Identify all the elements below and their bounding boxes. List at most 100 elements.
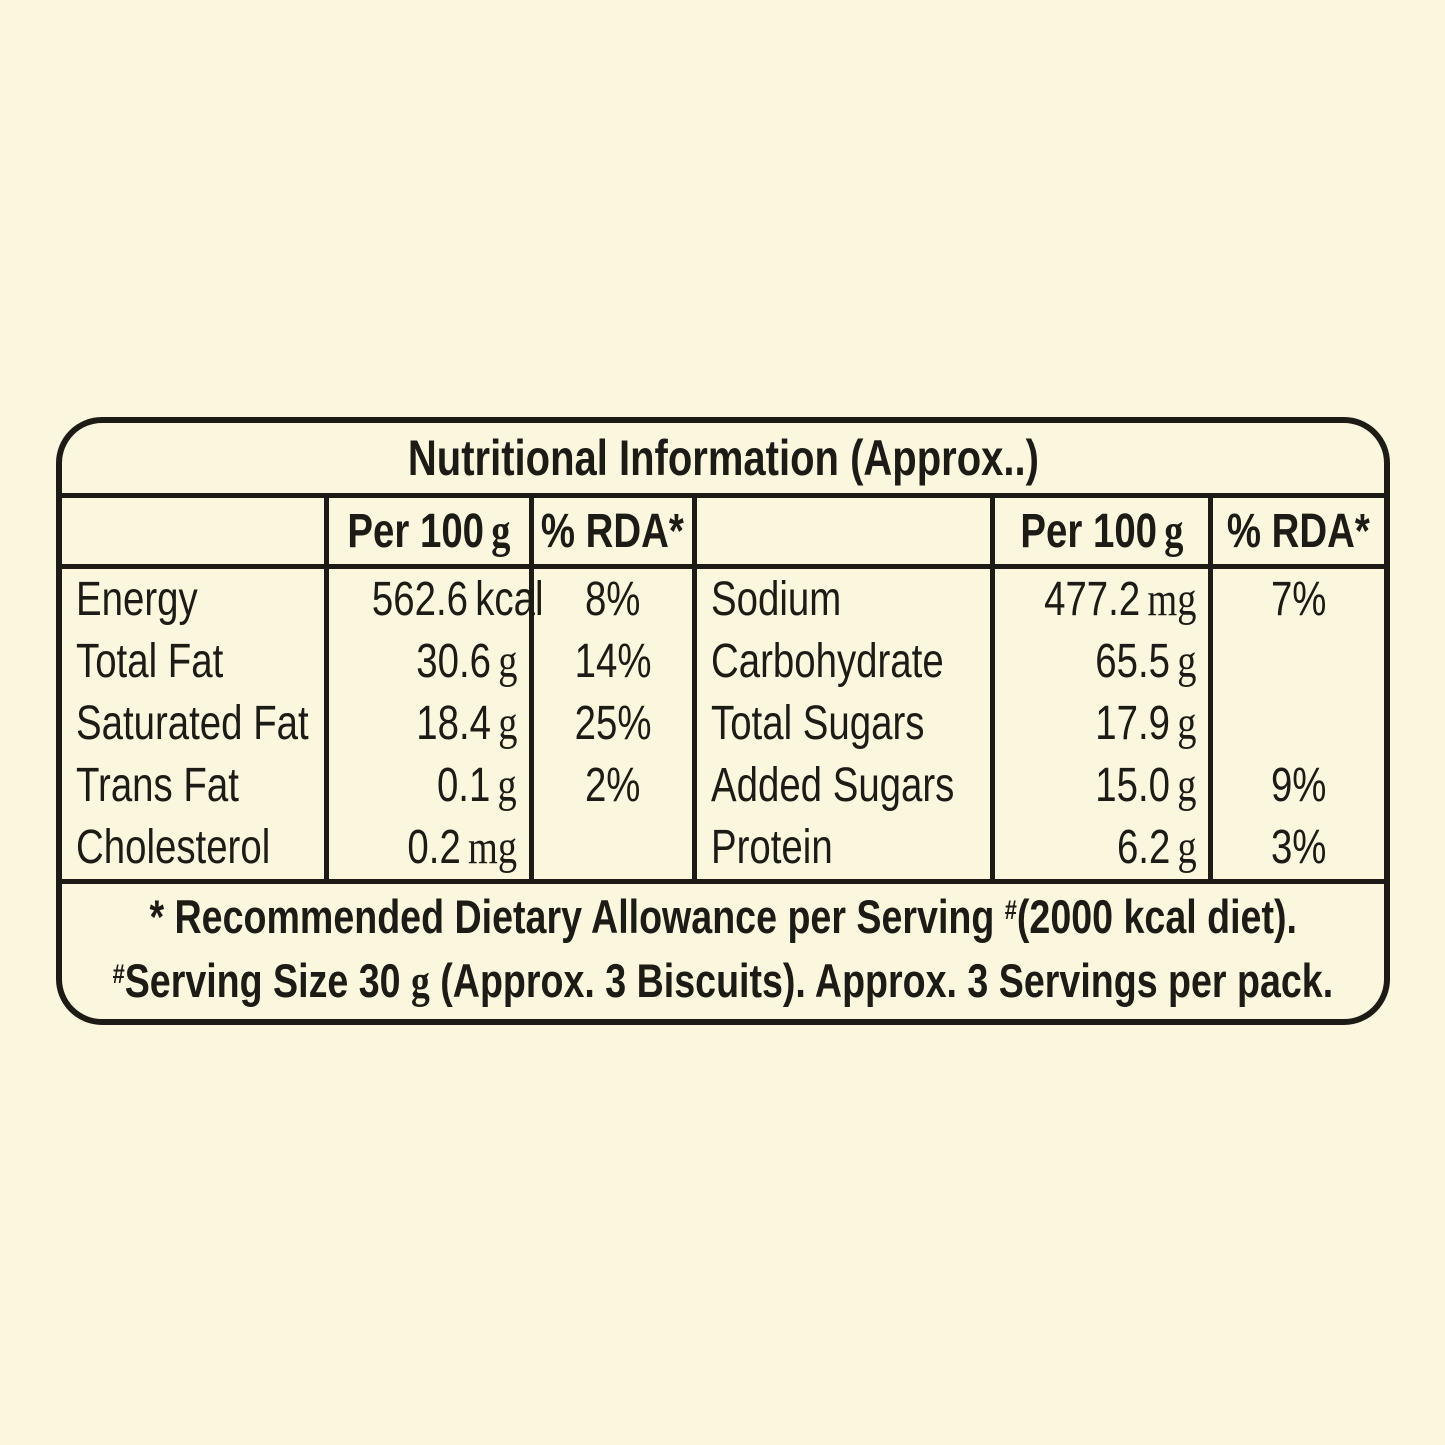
label-title-row: Nutritional Information (Approx..) [62, 423, 1384, 498]
value-number: 0.1 [437, 759, 491, 812]
nutrient-label: Sodium [710, 573, 841, 626]
nutrient-row: 7% [1213, 569, 1384, 631]
nutrient-row: 18.4 g [329, 693, 529, 755]
hash-superscript: # [1004, 893, 1017, 925]
nutrient-label: Carbohydrate [710, 635, 944, 688]
value-unit: mg [467, 821, 517, 874]
nutrient-rda: 8% [584, 573, 641, 626]
nutrient-label: Total Sugars [710, 697, 924, 750]
nutrient-value: 65.5 g [1095, 631, 1196, 693]
rda-header-right: % RDA* [1227, 504, 1371, 558]
nutrient-row: 0.2 mg [329, 817, 529, 879]
value-unit: g [497, 697, 517, 750]
nutrient-row: Sodium [697, 569, 991, 631]
per100-unit: g [1164, 504, 1184, 558]
header-cell-rda-right: % RDA* [1213, 498, 1384, 564]
value-unit: g [1177, 635, 1197, 688]
nutrient-row: 0.1 g [329, 755, 529, 817]
footnote-text: (Approx. 3 Biscuits). Approx. 3 Servings… [429, 953, 1334, 1007]
value-unit: kcal [475, 573, 544, 626]
nutrient-label: Energy [76, 573, 198, 626]
value-unit: g [497, 759, 517, 812]
value-unit: g [1177, 821, 1197, 874]
nutrition-facts-label: Nutritional Information (Approx..) Per 1… [56, 417, 1390, 1025]
value-unit: g [497, 635, 517, 688]
value-number: 18.4 [415, 697, 491, 750]
nutrient-value: 15.0 g [1095, 755, 1196, 817]
value-number: 65.5 [1095, 635, 1171, 688]
per100-header-left: Per 100 g [347, 504, 510, 559]
nutrient-label: Saturated Fat [76, 697, 309, 750]
footnote-text: * Recommended Dietary Allowance per Serv… [149, 889, 1005, 943]
nutrient-row: Cholesterol [62, 817, 324, 879]
nutrient-rda: 25% [574, 697, 652, 750]
nutrient-row: 30.6 g [329, 631, 529, 693]
serving-unit: g [411, 955, 430, 1008]
nutrient-row: Saturated Fat [62, 693, 324, 755]
header-cell-blank-left [62, 498, 330, 564]
nutrient-rda: 3% [1270, 821, 1327, 874]
per100-text: Per 100 [347, 504, 485, 558]
value-number: 6.2 [1116, 821, 1171, 874]
nutrient-label: Protein [710, 821, 833, 874]
nutrient-value: 18.4 g [416, 693, 517, 755]
nutrient-row: Energy [62, 569, 324, 631]
nutrient-rda: 9% [1270, 759, 1327, 812]
value-number: 30.6 [415, 635, 491, 688]
nutrient-rda: 7% [1270, 573, 1327, 626]
header-cell-blank-right [697, 498, 996, 564]
nutrient-row [1213, 631, 1384, 693]
value-number: 0.2 [407, 821, 461, 874]
value-unit: g [1177, 697, 1197, 750]
nutrient-value: 562.6 kcal [372, 569, 544, 631]
rda-header-left: % RDA* [541, 504, 685, 558]
hash-superscript: # [112, 957, 125, 989]
right-rda-column: 7% 9% 3% [1213, 569, 1384, 879]
value-number: 562.6 [371, 573, 469, 626]
nutrient-label: Trans Fat [76, 759, 239, 812]
nutrient-row: 15.0 g [995, 755, 1208, 817]
nutrient-row [1213, 693, 1384, 755]
left-rda-column: 8% 14% 25% 2% [534, 569, 697, 879]
nutrient-row [534, 817, 692, 879]
nutrient-row: 6.2 g [995, 817, 1208, 879]
nutrient-row: 477.2 mg [995, 569, 1208, 631]
nutrient-value: 0.2 mg [407, 817, 517, 879]
nutrient-row: 8% [534, 569, 692, 631]
nutrient-row: 25% [534, 693, 692, 755]
nutrient-row: 3% [1213, 817, 1384, 879]
header-cell-rda-left: % RDA* [534, 498, 697, 564]
left-values-column: 562.6 kcal 30.6 g 18.4 g 0.1 g 0.2 mg [329, 569, 544, 879]
serving-size-footnote-text: #Serving Size 30 g (Approx. 3 Biscuits).… [113, 952, 1334, 1016]
nutrient-value: 477.2 mg [1044, 569, 1196, 631]
nutrient-value: 6.2 g [1117, 817, 1197, 879]
right-values-column: 477.2 mg 65.5 g 17.9 g 15.0 g 6.2 g [995, 569, 1214, 879]
nutrient-rda: 14% [574, 635, 652, 688]
footnote-text: Serving Size 30 [124, 953, 412, 1007]
nutrient-row: Added Sugars [697, 755, 991, 817]
value-unit: g [1177, 759, 1197, 812]
header-cell-per100-left: Per 100 g [329, 498, 534, 564]
nutrient-row: Protein [697, 817, 991, 879]
per100-unit: g [491, 504, 511, 558]
right-nutrient-names-column: Sodium Carbohydrate Total Sugars Added S… [697, 569, 996, 879]
nutrient-value: 0.1 g [437, 755, 517, 817]
per100-header-right: Per 100 g [1020, 504, 1183, 559]
nutrient-label: Cholesterol [76, 821, 271, 874]
nutrient-label: Total Fat [76, 635, 224, 688]
left-nutrient-names-column: Energy Total Fat Saturated Fat Trans Fat… [62, 569, 330, 879]
nutrient-row: Carbohydrate [697, 631, 991, 693]
nutrient-row: 9% [1213, 755, 1384, 817]
rda-footnote: * Recommended Dietary Allowance per Serv… [62, 888, 1384, 952]
value-unit: mg [1147, 573, 1197, 626]
serving-size-footnote: #Serving Size 30 g (Approx. 3 Biscuits).… [62, 952, 1384, 1016]
rda-footnote-text: * Recommended Dietary Allowance per Serv… [149, 888, 1297, 952]
value-number: 15.0 [1095, 759, 1171, 812]
nutrient-value: 30.6 g [416, 631, 517, 693]
value-number: 477.2 [1044, 573, 1141, 626]
nutrient-row: 2% [534, 755, 692, 817]
header-cell-per100-right: Per 100 g [995, 498, 1214, 564]
footnote-text: (2000 kcal diet). [1016, 889, 1297, 943]
nutrient-row: Trans Fat [62, 755, 324, 817]
